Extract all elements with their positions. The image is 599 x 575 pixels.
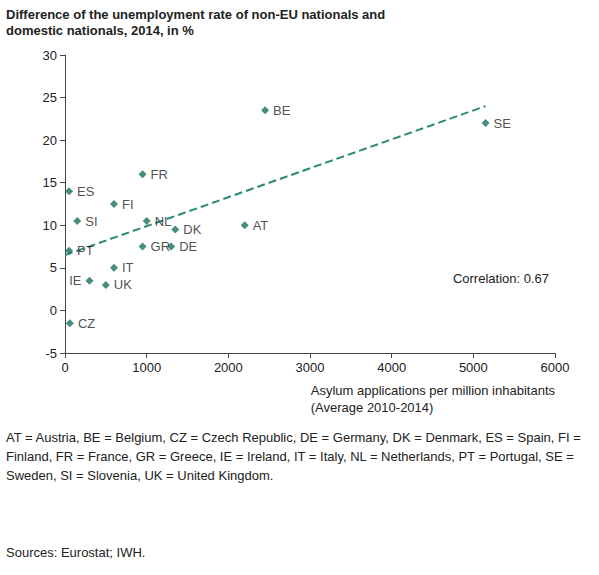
svg-text:IE: IE — [69, 273, 82, 288]
svg-text:5: 5 — [50, 260, 57, 275]
svg-text:6000: 6000 — [541, 360, 570, 375]
svg-text:Difference of the unemployment: Difference of the unemployment rate of n… — [6, 7, 385, 22]
svg-text:UK: UK — [114, 277, 132, 292]
svg-text:30: 30 — [43, 48, 57, 63]
svg-text:-5: -5 — [45, 346, 57, 361]
svg-text:Sweden, SI = Slovenia, UK = Un: Sweden, SI = Slovenia, UK = United Kingd… — [6, 468, 273, 483]
svg-text:15: 15 — [43, 175, 57, 190]
svg-text:FI: FI — [122, 197, 134, 212]
svg-text:0: 0 — [50, 303, 57, 318]
svg-text:PT: PT — [77, 243, 94, 258]
svg-text:Sources: Eurostat; IWH.: Sources: Eurostat; IWH. — [6, 545, 145, 560]
svg-text:3000: 3000 — [296, 360, 325, 375]
svg-text:DK: DK — [183, 222, 201, 237]
svg-text:ES: ES — [77, 184, 95, 199]
svg-text:2000: 2000 — [214, 360, 243, 375]
svg-text:DE: DE — [179, 239, 197, 254]
svg-text:SI: SI — [85, 214, 97, 229]
svg-text:1000: 1000 — [132, 360, 161, 375]
svg-text:20: 20 — [43, 133, 57, 148]
svg-text:domestic nationals, 2014, in %: domestic nationals, 2014, in % — [6, 23, 194, 38]
svg-text:(Average 2010-2014): (Average 2010-2014) — [311, 400, 434, 415]
svg-text:IT: IT — [122, 260, 134, 275]
svg-text:AT: AT — [253, 218, 269, 233]
svg-text:FR: FR — [151, 167, 168, 182]
svg-text:Correlation: 0.67: Correlation: 0.67 — [453, 271, 549, 286]
svg-text:4000: 4000 — [377, 360, 406, 375]
svg-text:CZ: CZ — [78, 316, 95, 331]
svg-text:GR: GR — [151, 239, 171, 254]
svg-text:NL: NL — [155, 214, 172, 229]
svg-text:5000: 5000 — [459, 360, 488, 375]
svg-text:25: 25 — [43, 90, 57, 105]
svg-text:SE: SE — [494, 116, 512, 131]
svg-text:AT = Austria, BE = Belgium, CZ: AT = Austria, BE = Belgium, CZ = Czech R… — [6, 430, 584, 445]
svg-text:Finland, FR = France, GR = Gre: Finland, FR = France, GR = Greece, IE = … — [6, 449, 577, 464]
svg-text:0: 0 — [61, 360, 68, 375]
svg-text:BE: BE — [273, 103, 291, 118]
svg-text:Asylum applications per millio: Asylum applications per million inhabita… — [311, 383, 556, 398]
svg-text:10: 10 — [43, 218, 57, 233]
